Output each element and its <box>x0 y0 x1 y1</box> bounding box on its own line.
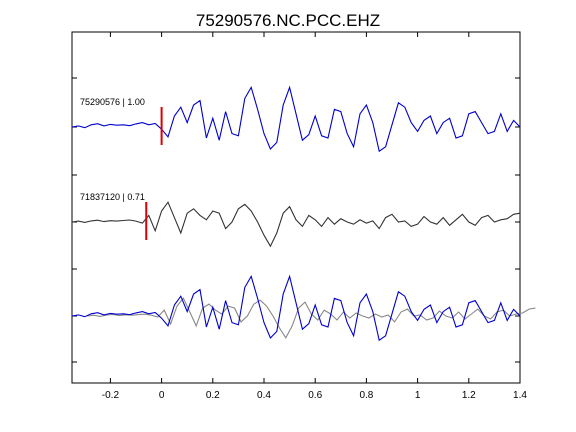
x-tick-label: 0.2 <box>206 390 220 401</box>
x-tick-label: 0.4 <box>257 390 271 401</box>
trace-2-label: 71837120 | 0.71 <box>80 192 145 202</box>
x-tick-label: 1 <box>415 390 421 401</box>
x-tick-label: 0 <box>159 390 165 401</box>
x-axis: -0.2 0 0.2 0.4 0.6 0.8 1 1.2 1.4 <box>102 32 527 401</box>
x-tick-label: -0.2 <box>102 390 120 401</box>
x-tick-label: 0.6 <box>308 390 322 401</box>
x-tick-label: 0.8 <box>359 390 373 401</box>
chart-title: 75290576.NC.PCC.EHZ <box>196 11 380 30</box>
trace-labels: 75290576 | 1.00 71837120 | 0.71 <box>80 97 145 202</box>
x-tick-label: 1.2 <box>462 390 476 401</box>
x-tick-label: 1.4 <box>513 390 527 401</box>
overlay-trace-1-line <box>71 274 521 342</box>
trace-1-line <box>71 85 521 153</box>
plot-area <box>71 31 521 384</box>
trace-1-label: 75290576 | 1.00 <box>80 97 145 107</box>
overlay-trace-2-line <box>87 297 536 339</box>
waveform-traces <box>71 85 536 342</box>
